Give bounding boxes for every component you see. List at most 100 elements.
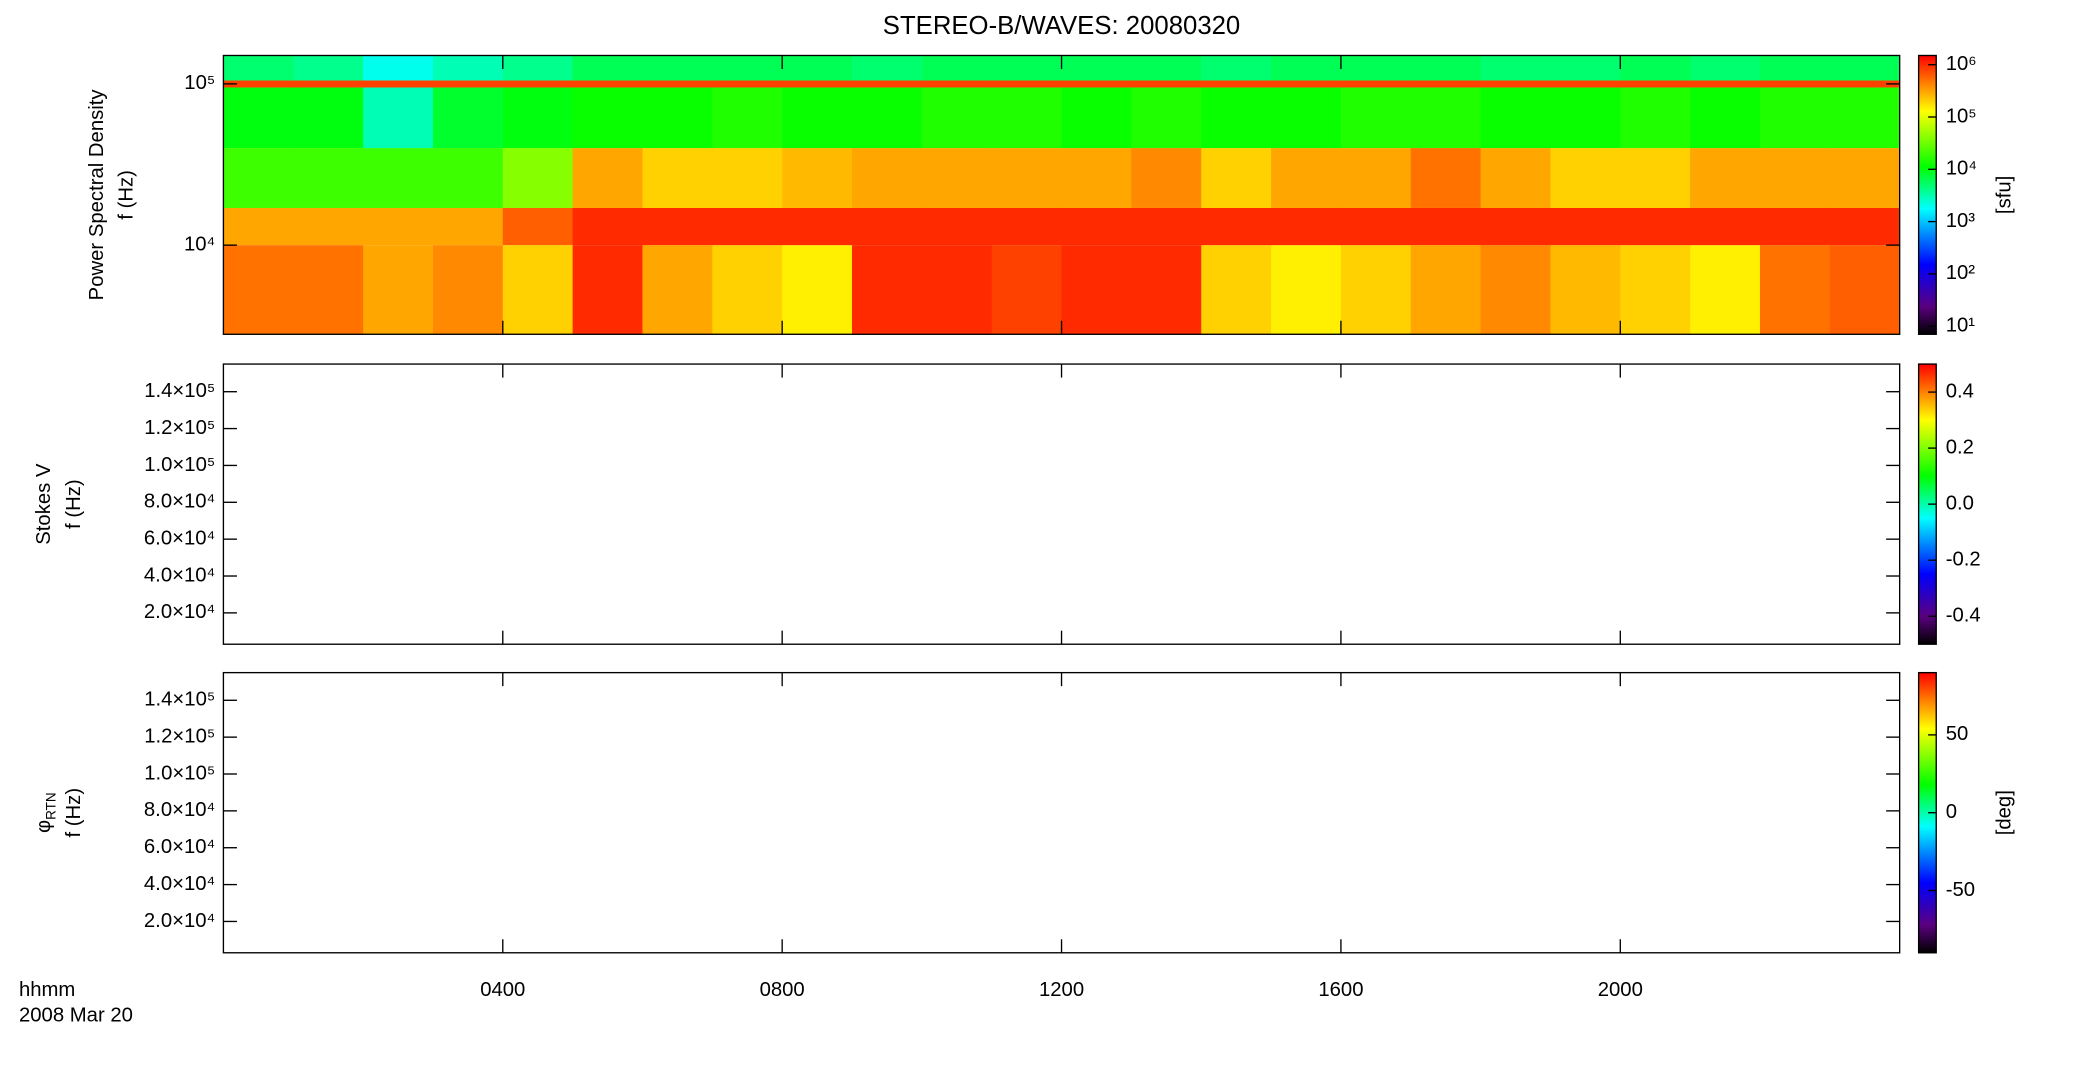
colorbar-tick-label: 0.2 [1946, 436, 1974, 458]
heatmap-cell [572, 80, 644, 88]
heatmap-cell [1271, 207, 1342, 246]
heatmap-cell [1480, 207, 1552, 246]
heatmap-cell [1061, 207, 1133, 246]
heatmap-cell [921, 148, 993, 208]
heatmap-cell [363, 245, 434, 335]
colorbar-tick-label: 0.4 [1946, 380, 1974, 402]
heatmap-cell [642, 87, 713, 149]
heatmap-cell [1201, 207, 1272, 246]
heatmap-cell [223, 55, 294, 81]
heatmap-cell [1061, 148, 1133, 208]
y-tick-label: 1.0×10⁵ [144, 454, 215, 476]
heatmap-cell [572, 148, 644, 208]
heatmap-cell [712, 87, 783, 149]
heatmap-cell [782, 207, 853, 246]
heatmap-cell [1340, 87, 1412, 149]
heatmap-cell [1201, 148, 1272, 208]
heatmap-cell [782, 80, 853, 88]
heatmap-cell [1550, 207, 1621, 246]
y-axis-label: φRTN [33, 792, 59, 833]
heatmap-cell [782, 245, 853, 335]
heatmap-cell [1480, 148, 1552, 208]
heatmap-cell [1550, 245, 1621, 335]
heatmap-cell [1201, 80, 1272, 88]
heatmap-cell [921, 55, 993, 81]
heatmap-cell [712, 148, 783, 208]
heatmap-cell [502, 148, 574, 208]
heatmap-cell [852, 207, 923, 246]
heatmap-cell [223, 148, 294, 208]
heatmap-cell [1061, 87, 1133, 149]
heatmap-cell [1131, 207, 1202, 246]
heatmap-cell [1759, 245, 1831, 335]
colorbar-label: [sfu] [1994, 176, 2016, 214]
heatmap-cell [1201, 245, 1272, 335]
heatmap-cell [223, 207, 294, 246]
colorbar-label: [deg] [1994, 790, 2016, 835]
heatmap-cell [1061, 55, 1133, 81]
heatmap-cell [782, 55, 853, 81]
heatmap-cell [852, 55, 923, 81]
heatmap-cell [432, 80, 504, 88]
heatmap-cell [1061, 80, 1133, 88]
y-tick-label: 8.0×10⁴ [144, 491, 215, 513]
heatmap-cell [293, 148, 364, 208]
heatmap-cell [921, 80, 993, 88]
colorbar-tick-label: -50 [1946, 879, 1975, 901]
x-axis-label: 2008 Mar 20 [19, 1005, 133, 1027]
heatmap-cell [1829, 245, 1900, 335]
heatmap-cell [1480, 87, 1552, 149]
heatmap-cell [502, 87, 574, 149]
y-tick-label: 10⁴ [184, 233, 215, 255]
heatmap-cell [1829, 148, 1900, 208]
heatmap-cell [1620, 148, 1691, 208]
heatmap-cell [572, 87, 644, 149]
heatmap-cell [223, 245, 294, 335]
heatmap-cell [1690, 87, 1761, 149]
heatmap-cell [432, 207, 504, 246]
heatmap-cell [642, 207, 713, 246]
heatmap-cell [1131, 245, 1202, 335]
heatmap-cell [223, 80, 294, 88]
colorbar-tick-label: 10⁵ [1946, 105, 1977, 127]
heatmap-cell [642, 55, 713, 81]
colorbar-tick-label: -0.2 [1946, 549, 1981, 571]
heatmap-cell [712, 245, 783, 335]
heatmap-cell [1480, 80, 1552, 88]
heatmap-cell [432, 245, 504, 335]
colorbar-tick-label: 10¹ [1946, 315, 1976, 337]
heatmap-cell [1271, 87, 1342, 149]
x-tick-label: 1600 [1318, 979, 1363, 1001]
heatmap-cell [1759, 80, 1831, 88]
heatmap-cell [1271, 55, 1342, 81]
heatmap-cell [1340, 207, 1412, 246]
heatmap-cell [1620, 80, 1691, 88]
heatmap-cell [293, 80, 364, 88]
heatmap-cell [1550, 80, 1621, 88]
colorbar-tick-label: 10³ [1946, 210, 1976, 232]
heatmap-cell [1410, 245, 1482, 335]
heatmap-cell [293, 245, 364, 335]
heatmap-cell [1480, 55, 1552, 81]
heatmap-cell [432, 148, 504, 208]
heatmap-cell [1271, 80, 1342, 88]
y-tick-label: 2.0×10⁴ [144, 910, 215, 932]
colorbar-tick-label: 10² [1946, 262, 1976, 284]
y-tick-label: 6.0×10⁴ [144, 836, 215, 858]
heatmap-cell [1271, 148, 1342, 208]
x-tick-label: 0800 [760, 979, 805, 1001]
heatmap-cell [921, 207, 993, 246]
heatmap-cell [502, 80, 574, 88]
heatmap-cell [642, 245, 713, 335]
y-axis-label-sub: RTN [44, 792, 59, 820]
y-tick-label: 1.4×10⁵ [144, 689, 215, 711]
heatmap-cell [852, 245, 923, 335]
y-tick-label: 1.2×10⁵ [144, 417, 215, 439]
heatmap-cell [1690, 80, 1761, 88]
heatmap-cell [782, 148, 853, 208]
heatmap-cell [293, 87, 364, 149]
heatmap-cell [1550, 148, 1621, 208]
heatmap-cell [1829, 87, 1900, 149]
heatmap-cell [1410, 55, 1482, 81]
heatmap-cell [852, 87, 923, 149]
